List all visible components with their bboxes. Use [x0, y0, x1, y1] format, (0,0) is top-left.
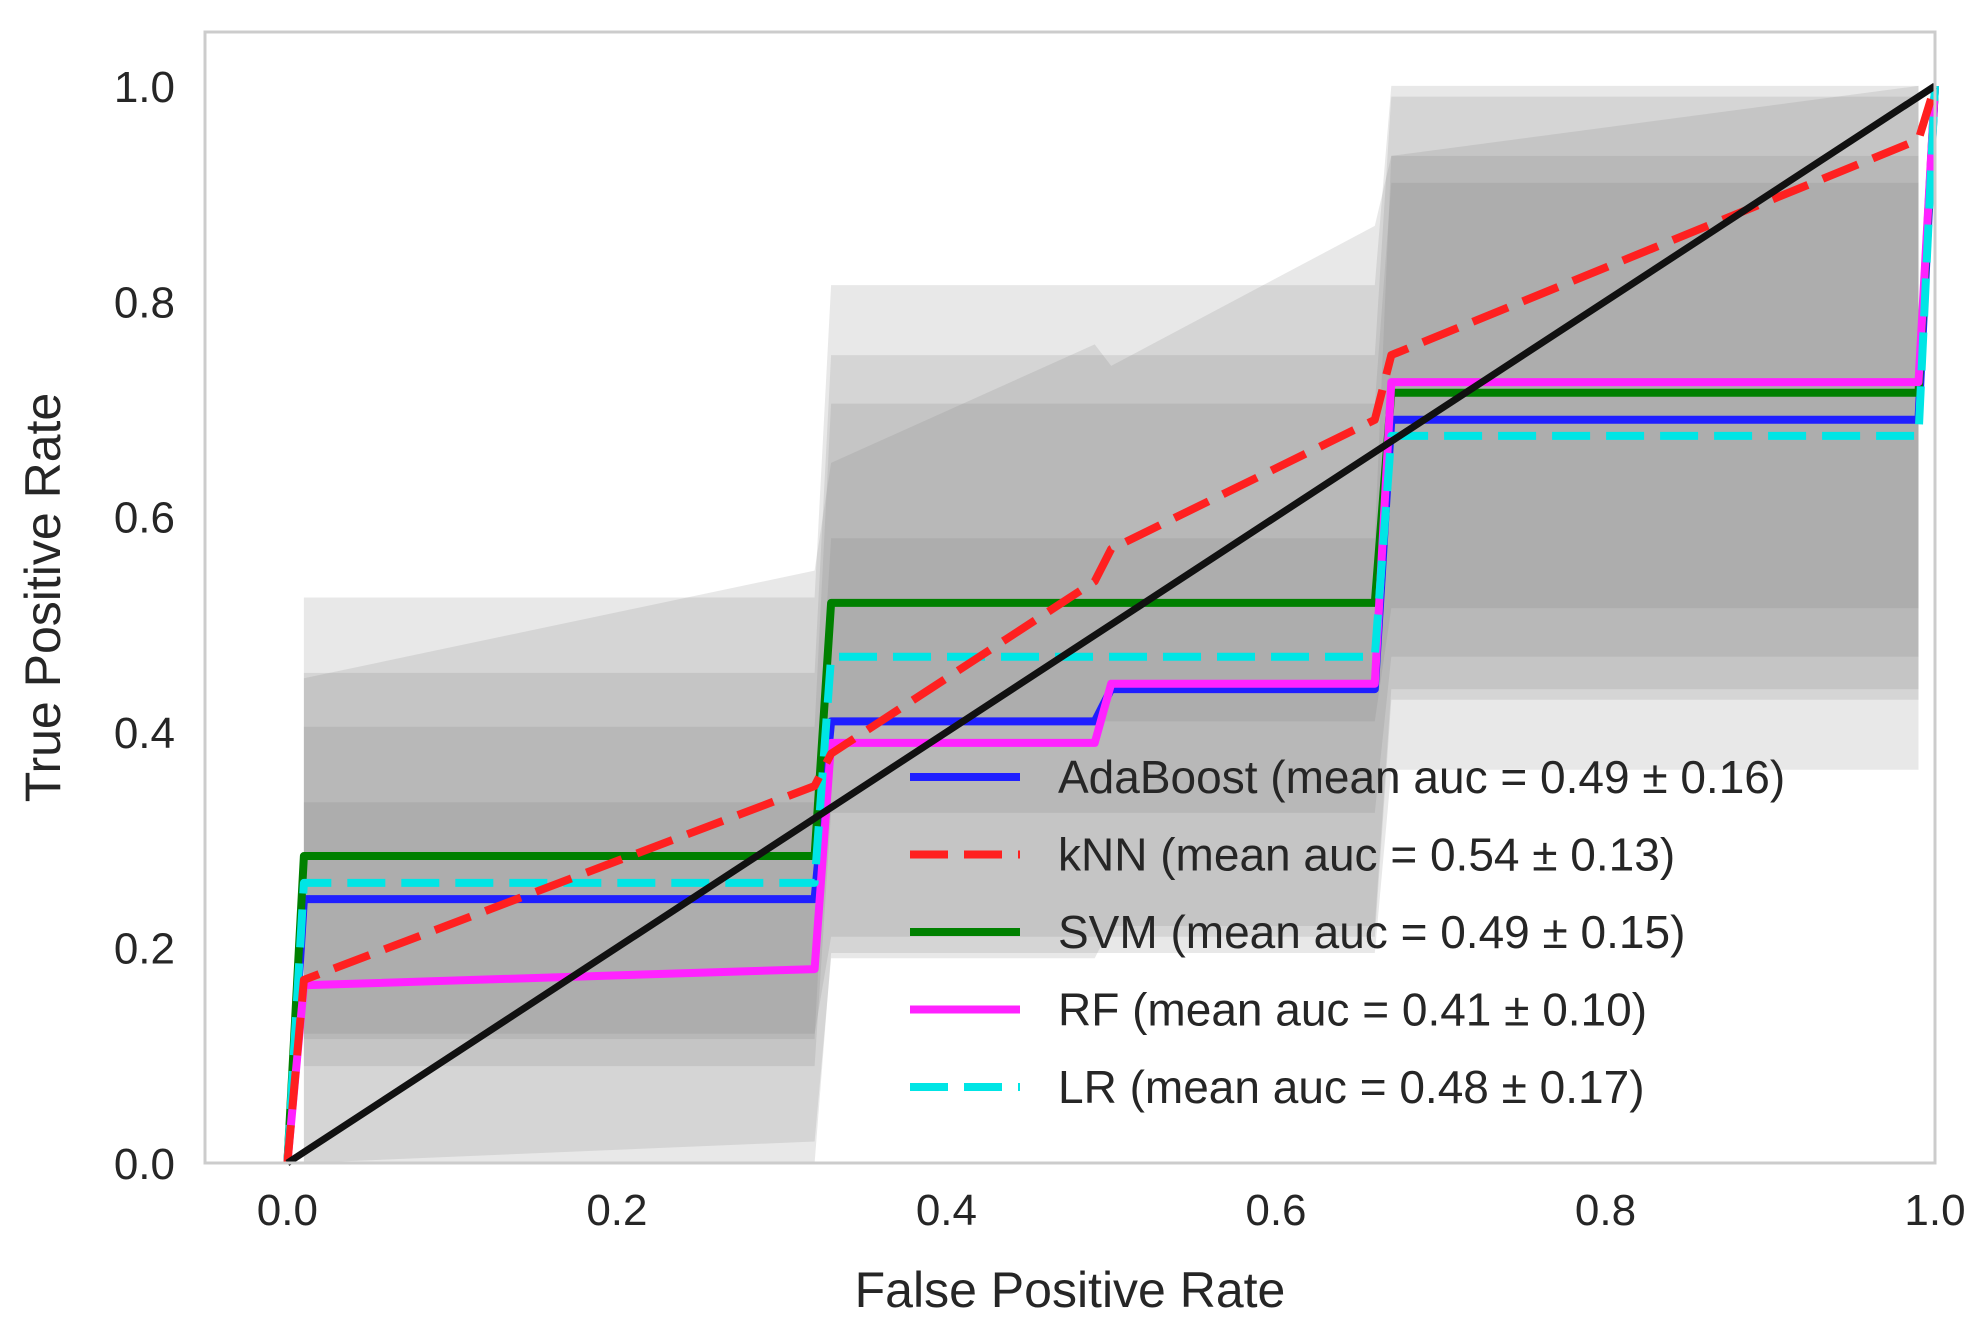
y-axis-label: True Positive Rate [15, 393, 71, 802]
series-line-chance [285, 82, 1937, 1166]
y-tick-label: 0.0 [114, 1140, 175, 1189]
legend-label-adaboost: AdaBoost (mean auc = 0.49 ± 0.16) [1058, 751, 1785, 803]
x-axis-ticks: 0.0 0.2 0.4 0.6 0.8 1.0 [257, 1186, 1966, 1235]
y-axis-ticks: 0.0 0.2 0.4 0.6 0.8 1.0 [114, 63, 175, 1189]
legend: AdaBoost (mean auc = 0.49 ± 0.16) kNN (me… [910, 751, 1785, 1113]
x-tick-label: 0.2 [586, 1186, 647, 1235]
x-tick-label: 0.4 [916, 1186, 977, 1235]
y-tick-label: 0.2 [114, 925, 175, 974]
x-tick-label: 0.6 [1245, 1186, 1306, 1235]
series-line-lr [283, 85, 1939, 1164]
x-axis-label: False Positive Rate [855, 1262, 1286, 1318]
x-tick-label: 1.0 [1904, 1186, 1965, 1235]
y-tick-label: 1.0 [114, 63, 175, 112]
y-tick-label: 0.4 [114, 709, 175, 758]
series-line-knn [283, 84, 1939, 1164]
series-line-rf [283, 85, 1939, 1164]
confidence-band-3 [303, 155, 1919, 1034]
legend-label-svm: SVM (mean auc = 0.49 ± 0.15) [1058, 906, 1685, 958]
y-tick-label: 0.6 [114, 494, 175, 543]
x-tick-label: 0.0 [257, 1186, 318, 1235]
legend-label-knn: kNN (mean auc = 0.54 ± 0.13) [1058, 829, 1675, 881]
x-tick-label: 0.8 [1575, 1186, 1636, 1235]
y-tick-label: 0.8 [114, 278, 175, 327]
plot-frame [203, 30, 1937, 1165]
series-line-svm [283, 85, 1939, 1164]
roc-curves [283, 82, 1939, 1166]
legend-label-lr: LR (mean auc = 0.48 ± 0.17) [1058, 1061, 1645, 1113]
legend-label-rf: RF (mean auc = 0.41 ± 0.10) [1058, 984, 1647, 1036]
